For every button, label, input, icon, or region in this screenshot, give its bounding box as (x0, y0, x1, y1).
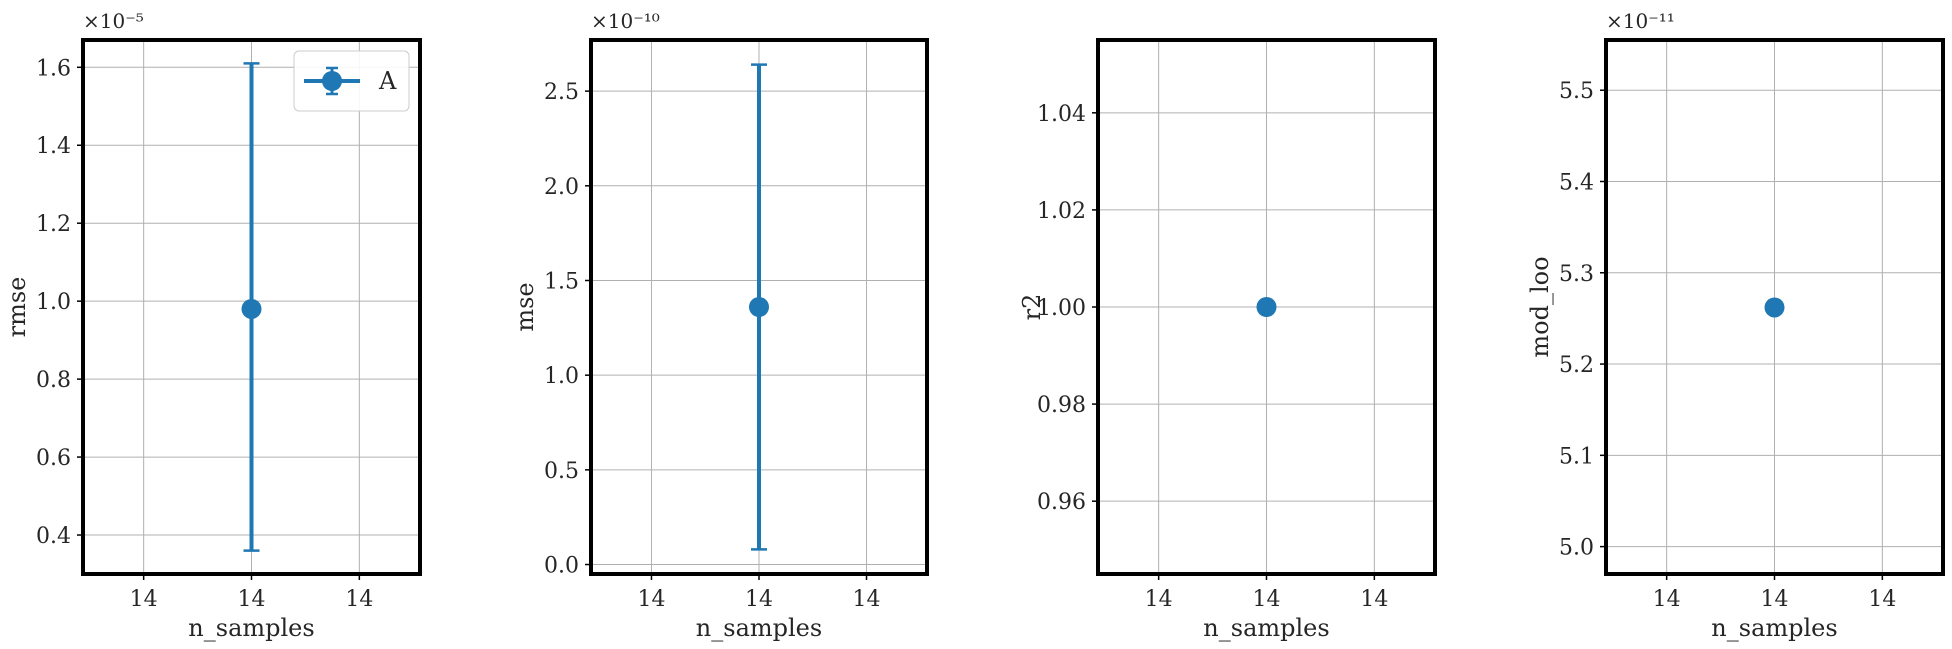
y-tick-label: 5.2 (1559, 353, 1594, 378)
data-point (241, 298, 262, 319)
x-tick-label: 14 (1253, 587, 1281, 612)
x-tick-label: 14 (1145, 587, 1173, 612)
y-tick-label: 0.8 (36, 368, 71, 393)
chart-panel-mod_loo: 5.05.15.25.35.45.514 14 14n_samplesmod_loo… (1526, 9, 1945, 642)
y-tick-label: 0.5 (544, 459, 579, 484)
x-tick-label: 14 (637, 587, 665, 612)
data-point (1764, 297, 1785, 318)
x-tick-label: 14 (745, 587, 773, 612)
y-tick-label: 1.6 (36, 56, 71, 81)
y-tick-label: 5.1 (1559, 444, 1594, 469)
x-axis-label: n_samples (188, 614, 314, 642)
y-tick-label: 0.0 (544, 554, 579, 579)
data-point (749, 297, 769, 317)
x-tick-label: 14 (238, 587, 266, 612)
y-tick-label: 2.0 (544, 175, 579, 200)
x-axis-label: n_samples (696, 614, 822, 642)
x-tick-label: 14 (1360, 587, 1388, 612)
chart-panel-mse: 0.00.51.01.52.02.514 14 14n_samplesmse×10⁻… (511, 9, 929, 642)
x-tick-label: 14 (1761, 587, 1789, 612)
y-tick-label: 0.98 (1037, 393, 1086, 418)
y-tick-label: 5.3 (1559, 262, 1594, 287)
y-tick-label: 1.0 (544, 364, 579, 389)
x-tick-label: 14 (853, 587, 881, 612)
y-tick-label: 1.5 (544, 269, 579, 294)
y-axis-label: rmse (3, 277, 31, 338)
axes-frame (589, 38, 929, 576)
legend: A (293, 50, 410, 112)
y-tick-label: 1.04 (1037, 102, 1086, 127)
x-tick-label: 14 (1653, 587, 1681, 612)
y-tick-label: 5.5 (1559, 79, 1594, 104)
y-tick-label: 0.6 (36, 446, 71, 471)
axes-frame (1604, 38, 1945, 576)
y-axis-label: r2 (1018, 294, 1046, 321)
offset-text: ×10⁻¹⁰ (591, 9, 660, 33)
y-tick-label: 2.5 (544, 80, 579, 105)
x-axis-label: n_samples (1203, 614, 1329, 642)
data-point (1256, 297, 1277, 317)
y-tick-label: 5.0 (1559, 536, 1594, 561)
offset-text: ×10⁻⁵ (83, 9, 144, 33)
x-tick-label: 14 (345, 587, 373, 612)
y-tick-label: 0.96 (1037, 490, 1086, 515)
x-tick-label: 14 (1868, 587, 1896, 612)
y-tick-label: 1.00 (1037, 296, 1086, 321)
y-tick-label: 0.4 (36, 524, 71, 549)
y-axis-label: mod_loo (1526, 256, 1554, 357)
axes-frame (81, 38, 422, 576)
chart-panel-rmse: 0.40.60.81.01.21.41.614 14 14n_samplesrmse… (3, 9, 422, 642)
y-tick-label: 1.0 (36, 290, 71, 315)
y-tick-label: 5.4 (1559, 170, 1594, 195)
y-tick-label: 1.02 (1037, 199, 1086, 224)
x-tick-label: 14 (130, 587, 158, 612)
offset-text: ×10⁻¹¹ (1606, 9, 1675, 33)
y-tick-label: 1.4 (36, 134, 71, 159)
y-tick-label: 1.2 (36, 212, 71, 237)
y-axis-label: mse (511, 282, 539, 331)
x-axis-label: n_samples (1711, 614, 1837, 642)
legend-marker (322, 71, 342, 91)
legend-label: A (378, 67, 397, 95)
axes-frame (1096, 38, 1437, 576)
